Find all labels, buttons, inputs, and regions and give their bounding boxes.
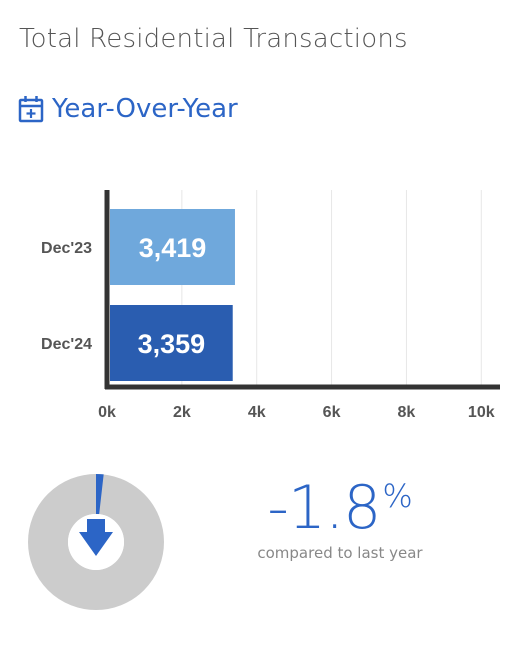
- change-caption: compared to last year: [257, 544, 423, 562]
- x-tick-label: 8k: [398, 404, 416, 421]
- change-summary: -1.8 % compared to last year: [240, 476, 440, 562]
- category-label: Dec'23: [41, 240, 92, 257]
- bar-value-label: 3,359: [138, 329, 206, 359]
- change-number: -1.8: [267, 473, 381, 543]
- change-unit: %: [382, 477, 413, 515]
- x-tick-label: 10k: [468, 404, 495, 421]
- subtitle-text: Year-Over-Year: [52, 94, 238, 124]
- category-label: Dec'24: [41, 336, 92, 353]
- arrow-down-icon: [79, 519, 113, 556]
- change-value: -1.8 %: [240, 476, 440, 540]
- bar-chart: 3,419 Dec'23 3,359 Dec'24 0k 2k 4k 6k 8k 10k: [41, 190, 500, 421]
- bar: [110, 305, 233, 381]
- x-tick-label: 6k: [323, 404, 341, 421]
- subtitle: Year-Over-Year: [18, 94, 238, 124]
- x-tick-label: 0k: [98, 404, 116, 421]
- calendar-plus-icon: [18, 96, 44, 123]
- x-tick-label: 2k: [173, 404, 191, 421]
- bar: [110, 209, 235, 285]
- x-tick-label: 4k: [248, 404, 266, 421]
- bar-value-label: 3,419: [139, 233, 207, 263]
- page-title: Total Residential Transactions: [19, 24, 408, 54]
- change-donut: [28, 474, 164, 610]
